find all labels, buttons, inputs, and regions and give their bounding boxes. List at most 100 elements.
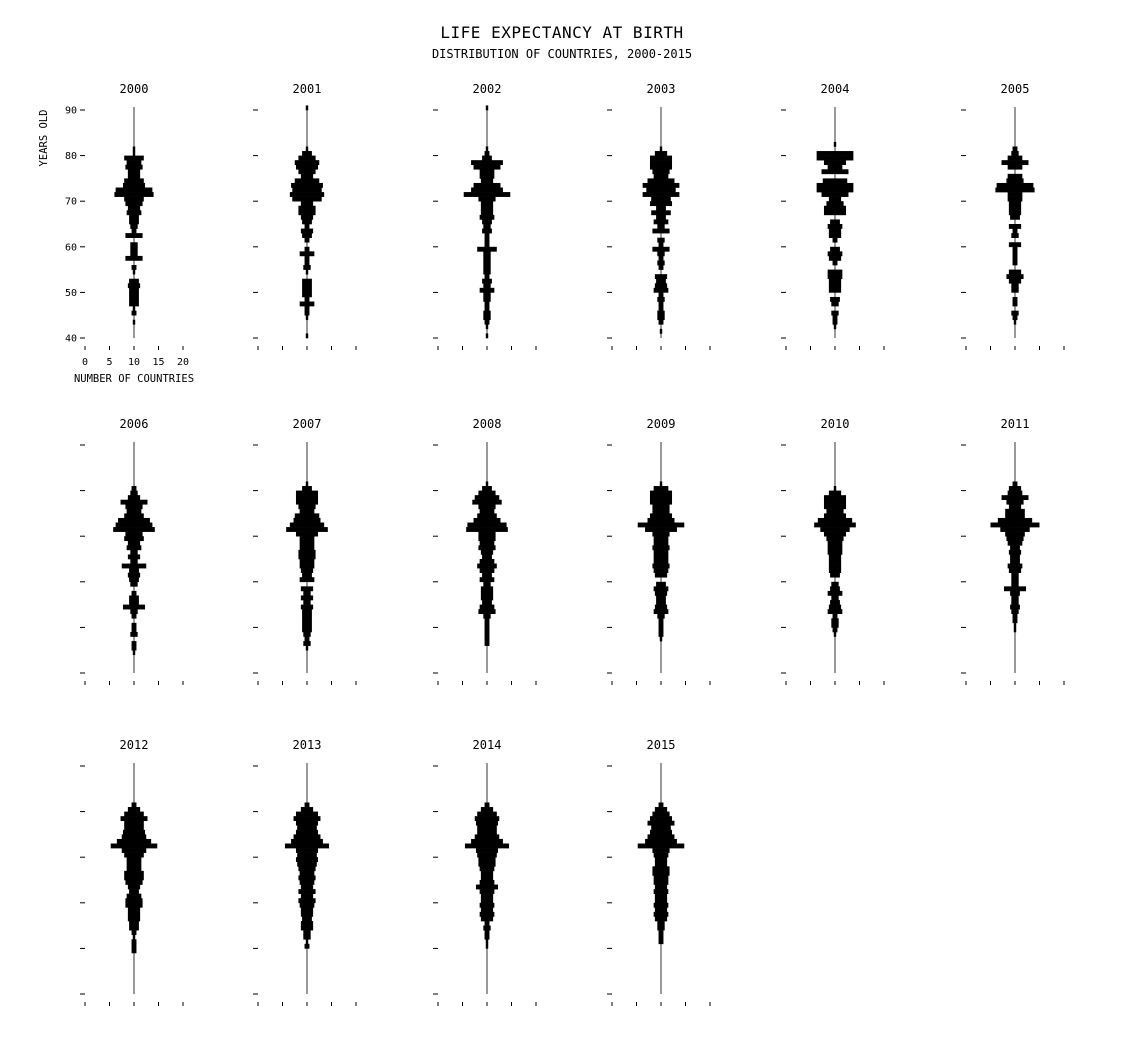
histogram-bar bbox=[1007, 540, 1023, 546]
histogram-bar bbox=[298, 889, 316, 894]
histogram-bar bbox=[485, 333, 489, 339]
histogram-bar bbox=[1008, 486, 1022, 491]
panel-2005: 2005 bbox=[961, 82, 1065, 350]
histogram-bar bbox=[653, 609, 669, 615]
histogram-bar bbox=[830, 572, 840, 578]
histogram-bar bbox=[127, 916, 141, 922]
histogram-bar bbox=[833, 631, 837, 637]
histogram-bar bbox=[484, 930, 490, 936]
histogram-bar bbox=[647, 517, 675, 523]
histogram-bar bbox=[129, 921, 139, 926]
histogram-bar bbox=[302, 618, 312, 624]
histogram-bar bbox=[478, 861, 496, 867]
histogram-bar bbox=[658, 265, 664, 270]
y-axis-label: YEARS OLD bbox=[38, 110, 50, 167]
histogram-bar bbox=[1008, 269, 1022, 275]
histogram-bar bbox=[484, 636, 490, 642]
histogram-bar bbox=[304, 237, 310, 243]
histogram-bar bbox=[645, 838, 677, 844]
histogram-bar bbox=[295, 857, 319, 863]
histogram-bar bbox=[124, 196, 144, 202]
histogram-bar bbox=[1007, 490, 1023, 496]
histogram-bar bbox=[828, 554, 842, 560]
histogram-bar bbox=[295, 848, 319, 853]
histogram-bar bbox=[1010, 559, 1020, 564]
histogram-bar bbox=[653, 540, 669, 546]
histogram-bar bbox=[832, 613, 838, 619]
histogram-bar bbox=[289, 192, 325, 197]
histogram-bar bbox=[479, 214, 495, 220]
histogram-bar bbox=[294, 160, 320, 166]
histogram-bar bbox=[1000, 527, 1030, 532]
histogram-bar bbox=[654, 807, 668, 812]
histogram-bar bbox=[484, 641, 490, 646]
histogram-bar bbox=[126, 545, 142, 551]
histogram-bar bbox=[480, 893, 494, 899]
histogram-bar bbox=[652, 246, 670, 252]
histogram-bar bbox=[126, 893, 142, 899]
histogram-bar bbox=[1008, 568, 1022, 573]
histogram-bar bbox=[473, 182, 501, 188]
histogram-bar bbox=[821, 169, 849, 175]
histogram-bar bbox=[485, 146, 489, 152]
histogram-bar bbox=[298, 155, 316, 161]
histogram-bar bbox=[1012, 260, 1018, 266]
histogram-bar bbox=[120, 816, 148, 822]
histogram-bar bbox=[817, 517, 853, 523]
histogram-bar bbox=[115, 187, 153, 193]
histogram-bar bbox=[649, 495, 673, 501]
histogram-bar bbox=[131, 590, 137, 596]
histogram-bar bbox=[294, 178, 320, 184]
histogram-bar bbox=[482, 228, 492, 234]
histogram-bar bbox=[1006, 178, 1024, 184]
histogram-bar bbox=[1006, 536, 1024, 542]
histogram-bar bbox=[471, 187, 503, 193]
histogram-bar bbox=[130, 559, 138, 564]
histogram-bar bbox=[479, 540, 495, 546]
histogram-bar bbox=[483, 310, 491, 316]
histogram-bar bbox=[127, 554, 141, 560]
histogram-bar bbox=[484, 618, 490, 624]
panel-title: 2010 bbox=[821, 417, 850, 431]
histogram-bar bbox=[298, 205, 316, 211]
histogram-bar bbox=[126, 861, 142, 867]
histogram-bar bbox=[1011, 151, 1019, 156]
histogram-bar bbox=[1005, 513, 1025, 519]
histogram-bar bbox=[483, 260, 491, 266]
histogram-bar bbox=[126, 210, 142, 216]
histogram-bar bbox=[814, 522, 856, 528]
histogram-bar bbox=[302, 622, 312, 628]
histogram-bar bbox=[303, 600, 311, 605]
histogram-bar bbox=[132, 151, 136, 156]
histogram-bar bbox=[131, 613, 137, 619]
histogram-bar bbox=[480, 898, 494, 904]
histogram-bar bbox=[479, 889, 495, 894]
histogram-bar bbox=[299, 251, 315, 257]
histogram-bar bbox=[1012, 246, 1018, 252]
histogram-bar bbox=[304, 296, 310, 302]
histogram-bar bbox=[652, 811, 670, 817]
histogram-bar bbox=[647, 834, 675, 840]
histogram-bar bbox=[658, 319, 664, 325]
panel-title: 2013 bbox=[293, 738, 322, 752]
histogram-bar bbox=[483, 251, 491, 257]
histogram-bar bbox=[300, 925, 314, 931]
histogram-bar bbox=[484, 274, 490, 280]
histogram-bar bbox=[130, 549, 138, 555]
histogram-bar bbox=[480, 586, 494, 592]
histogram-bar bbox=[651, 825, 671, 831]
histogram-bar bbox=[475, 848, 499, 853]
y-tick-label: 80 bbox=[65, 151, 77, 162]
histogram-bar bbox=[131, 622, 137, 628]
histogram-bar bbox=[653, 568, 669, 573]
histogram-bar bbox=[658, 631, 664, 637]
histogram-bar bbox=[1008, 210, 1022, 216]
panel-2011: 2011 bbox=[961, 417, 1065, 685]
histogram-bar bbox=[300, 884, 314, 890]
histogram-bar bbox=[114, 192, 154, 197]
histogram-bar bbox=[484, 237, 490, 243]
histogram-bar bbox=[832, 315, 838, 321]
histogram-bar bbox=[659, 146, 663, 152]
histogram-bar bbox=[129, 925, 139, 931]
